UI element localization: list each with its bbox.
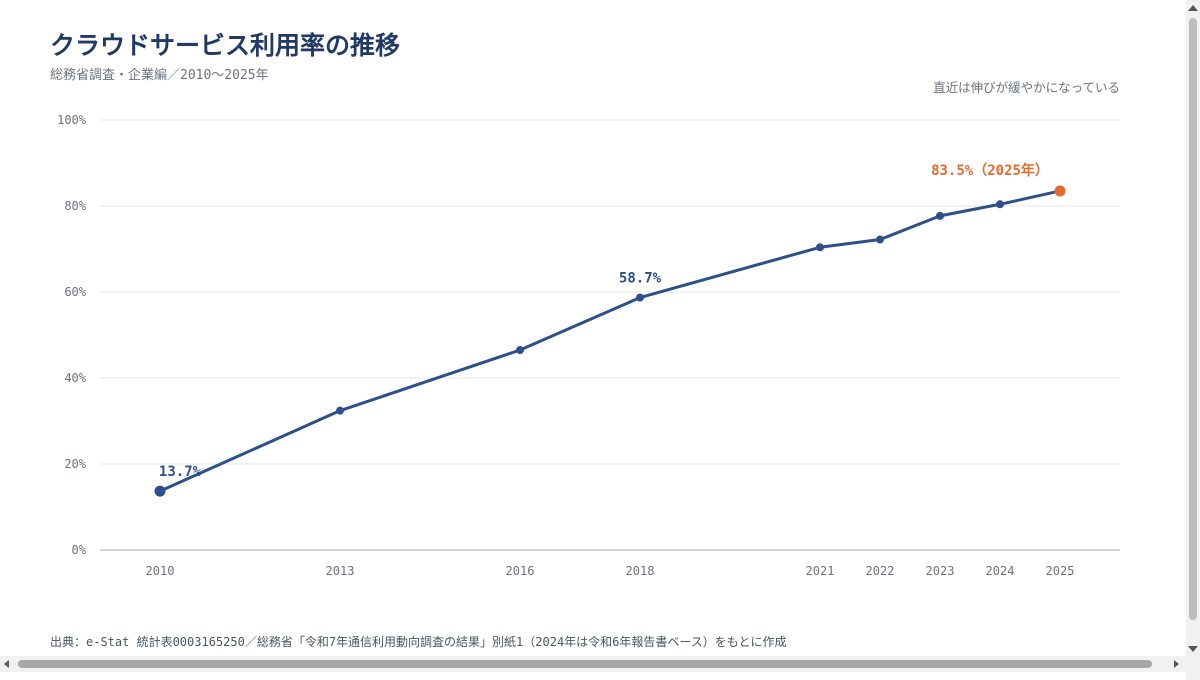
y-tick-label: 20% — [64, 457, 86, 471]
horizontal-scroll-thumb[interactable] — [18, 660, 1152, 668]
data-point — [936, 211, 944, 220]
y-tick-label: 80% — [64, 199, 86, 213]
scroll-right-arrow-icon[interactable] — [1174, 660, 1179, 668]
data-point — [1054, 185, 1066, 197]
y-tick-label: 100% — [57, 113, 87, 127]
source-note: 出典：e-Stat 統計表0003165250／総務省「令和7年通信利用動向調査… — [50, 635, 787, 649]
horizontal-scrollbar[interactable] — [0, 656, 1186, 672]
x-tick-label: 2025 — [1046, 564, 1075, 578]
data-point — [336, 406, 344, 415]
y-tick-label: 60% — [64, 285, 86, 299]
scroll-left-arrow-icon[interactable] — [4, 660, 9, 668]
x-tick-label: 2010 — [146, 564, 175, 578]
x-tick-label: 2013 — [326, 564, 355, 578]
x-tick-label: 2023 — [926, 564, 955, 578]
x-tick-label: 2016 — [506, 564, 535, 578]
data-label: 83.5%（2025年） — [931, 162, 1049, 179]
data-label: 13.7% — [159, 464, 202, 480]
chart-note: 直近は伸びが緩やかになっている — [933, 80, 1120, 95]
chart-subtitle: 総務省調査・企業編／2010〜2025年 — [50, 68, 269, 83]
scroll-up-arrow-icon[interactable] — [1188, 5, 1198, 11]
series-line — [158, 189, 1062, 493]
data-point — [516, 346, 524, 355]
y-tick-label: 40% — [64, 371, 86, 385]
data-point — [154, 485, 166, 497]
vertical-scrollbar[interactable] — [1186, 0, 1200, 680]
x-tick-label: 2022 — [866, 564, 895, 578]
scroll-down-arrow-icon[interactable] — [1188, 646, 1198, 652]
y-tick-label: 0% — [72, 543, 87, 557]
data-point — [636, 293, 644, 302]
chart-title: クラウドサービス利用率の推移 — [50, 31, 401, 60]
data-label: 58.7% — [619, 271, 662, 287]
x-tick-label: 2024 — [986, 564, 1015, 578]
data-point — [996, 200, 1004, 209]
x-tick-label: 2021 — [806, 564, 835, 578]
x-tick-label: 2018 — [626, 564, 655, 578]
page: クラウドサービス利用率の推移 総務省調査・企業編／2010〜2025年 直近は伸… — [50, 31, 1120, 649]
data-point — [876, 235, 884, 244]
vertical-scroll-thumb[interactable] — [1189, 18, 1197, 620]
line-chart: 0% 20% 40% 60% 80% 100% 2010 2013 2016 2018 2021 20… — [57, 113, 1120, 578]
data-point — [816, 243, 824, 252]
